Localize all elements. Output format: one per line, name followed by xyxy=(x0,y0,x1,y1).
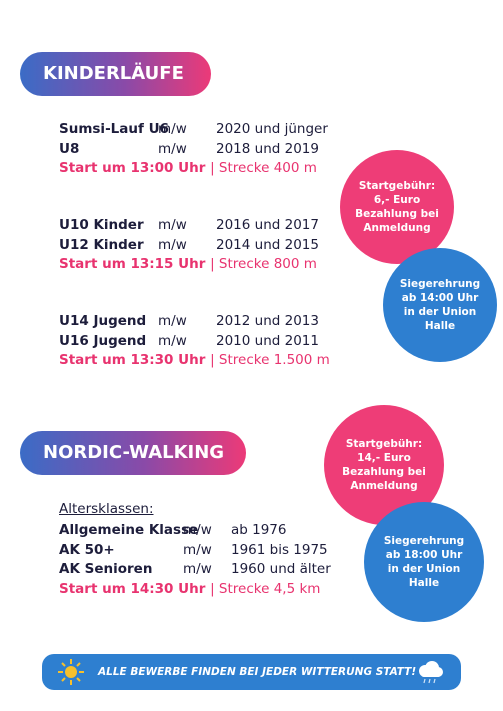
birth-years: 2018 und 2019 xyxy=(216,140,319,157)
class-name: U8 xyxy=(59,140,80,157)
fee-bubble: Startgebühr: 6,- Euro Bezahlung bei Anmeldu… xyxy=(340,150,454,264)
start-line: Start um 13:15 Uhr | Strecke 800 m xyxy=(59,255,317,273)
bubble-line: 6,- Euro xyxy=(373,194,421,206)
gender: m/w xyxy=(183,541,212,558)
bubble-line: Startgebühr: xyxy=(345,438,423,450)
gender: m/w xyxy=(183,522,212,538)
bubble-line: Bezahlung bei xyxy=(355,208,439,220)
birth-years: 1961 bis 1975 xyxy=(231,541,328,558)
footer-bar: ALLE BEWERBE FINDEN BEI JEDER WITTERUNG … xyxy=(42,654,461,690)
bubble-line: ab 14:00 Uhr xyxy=(401,292,479,304)
gender: m/w xyxy=(158,313,187,329)
subheading: Altersklassen: xyxy=(59,501,154,517)
start-line: Start um 14:30 Uhr | Strecke 4,5 km xyxy=(59,580,320,598)
birth-years: 2016 und 2017 xyxy=(216,217,319,233)
bubble-line: Anmeldung xyxy=(350,480,418,492)
gender: m/w xyxy=(183,561,212,577)
bubble-line: Anmeldung xyxy=(363,222,431,234)
class-name: U16 Jugend xyxy=(59,332,147,349)
birth-years: 2020 und jünger xyxy=(216,121,328,137)
bubble-line: ab 18:00 Uhr xyxy=(385,549,463,561)
route: | Strecke 1.500 m xyxy=(210,352,330,368)
class-name: U12 Kinder xyxy=(59,236,144,253)
birth-years: 2014 und 2015 xyxy=(216,236,319,253)
birth-years: 1960 und älter xyxy=(231,561,331,577)
bubble-line: 14,- Euro xyxy=(357,452,411,464)
start-time: Start um 13:15 Uhr xyxy=(59,256,206,272)
section-title: NORDIC-WALKING xyxy=(20,431,246,475)
gender: m/w xyxy=(158,140,187,157)
bubble-line: Siegerehrung xyxy=(383,535,465,547)
start-time: Start um 13:00 Uhr xyxy=(59,160,206,176)
footer-text: ALLE BEWERBE FINDEN BEI JEDER WITTERUNG … xyxy=(98,666,417,678)
route: | Strecke 4,5 km xyxy=(210,580,321,597)
gender: m/w xyxy=(158,236,187,253)
bubble-line: Bezahlung bei xyxy=(342,466,426,478)
class-name: U10 Kinder xyxy=(59,217,144,233)
class-name: U14 Jugend xyxy=(59,313,147,329)
ceremony-bubble: Siegerehrung ab 14:00 Uhr in der Union Hall… xyxy=(383,248,497,362)
start-time: Start um 13:30 Uhr xyxy=(59,352,206,368)
start-line: Start um 13:00 Uhr | Strecke 400 m xyxy=(59,159,317,177)
bubble-line: Halle xyxy=(424,320,456,332)
class-name: AK Senioren xyxy=(59,561,153,577)
bubble-line: Startgebühr: xyxy=(358,180,436,192)
gender: m/w xyxy=(158,121,187,137)
cloud-icon xyxy=(419,661,443,684)
bubble-line: in der Union xyxy=(387,563,461,575)
bubble-line: Halle xyxy=(408,577,440,589)
start-line: Start um 13:30 Uhr | Strecke 1.500 m xyxy=(59,351,330,369)
route: | Strecke 400 m xyxy=(210,160,317,176)
route: | Strecke 800 m xyxy=(210,256,317,272)
gender: m/w xyxy=(158,217,187,233)
section-title: KINDERLÄUFE xyxy=(20,52,211,96)
sun-icon xyxy=(58,659,84,685)
gender: m/w xyxy=(158,332,187,349)
start-time: Start um 14:30 Uhr xyxy=(59,580,206,597)
birth-years: ab 1976 xyxy=(231,522,287,538)
class-name: Allgemeine Klasse xyxy=(59,522,199,538)
class-name: Sumsi-Lauf U6 xyxy=(59,121,169,137)
birth-years: 2012 und 2013 xyxy=(216,313,319,329)
class-name: AK 50+ xyxy=(59,541,115,558)
bubble-line: Siegerehrung xyxy=(399,278,481,290)
ceremony-bubble: Siegerehrung ab 18:00 Uhr in der Union Hall… xyxy=(364,502,484,622)
bubble-line: in der Union xyxy=(403,306,477,318)
birth-years: 2010 und 2011 xyxy=(216,332,319,349)
